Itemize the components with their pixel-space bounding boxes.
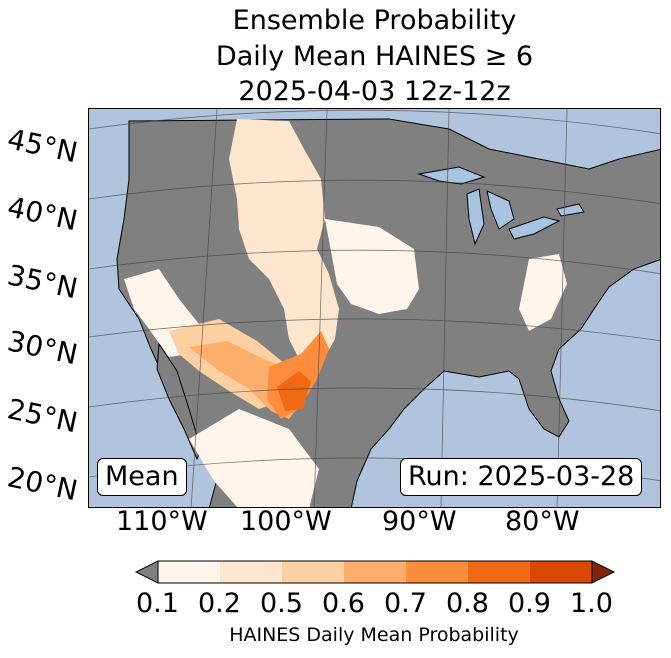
lon-label-90w: 90°W [382, 506, 457, 537]
lon-label-80w: 80°W [505, 506, 580, 537]
map-panel [88, 108, 661, 508]
colorbar-tick-0.6: 0.6 [322, 588, 365, 619]
map-svg [89, 109, 660, 507]
lat-label-30: 30°N [4, 324, 81, 372]
colorbar-bin-4 [344, 561, 406, 583]
great-lakes [417, 166, 585, 246]
title-line-2: Daily Mean HAINES ≥ 6 [215, 41, 534, 72]
colorbar-under-arrow [134, 560, 159, 584]
title-line-3: 2025-04-03 12z-12z [238, 76, 511, 107]
colorbar-tick-0.7: 0.7 [384, 588, 427, 619]
colorbar-tick-0.2: 0.2 [198, 588, 241, 619]
colorbar-tick-0.1: 0.1 [136, 588, 179, 619]
run-label: Run: 2025-03-28 [400, 458, 643, 496]
colorbar-bin-3 [282, 561, 344, 583]
probability-field [124, 119, 567, 507]
colorbar-tick-1.0: 1.0 [570, 588, 613, 619]
lat-label-35: 35°N [4, 258, 81, 306]
colorbar-bin-1 [158, 561, 220, 583]
colorbar-over-arrow [591, 560, 616, 584]
stat-label: Mean [97, 458, 187, 496]
title-line-1: Ensemble Probability [232, 5, 517, 36]
colorbar [134, 560, 616, 584]
lon-label-110w: 110°W [116, 506, 208, 537]
colorbar-tick-0.9: 0.9 [508, 588, 551, 619]
colorbar-bin-5 [406, 561, 468, 583]
lat-label-25: 25°N [4, 392, 81, 440]
colorbar-bin-7 [530, 561, 592, 583]
colorbar-tick-0.5: 0.5 [260, 588, 303, 619]
colorbar-bin-6 [468, 561, 530, 583]
lat-label-20: 20°N [4, 460, 81, 508]
lat-label-45: 45°N [4, 122, 81, 170]
lon-label-100w: 100°W [240, 506, 332, 537]
lat-label-40: 40°N [4, 190, 81, 238]
colorbar-tick-0.8: 0.8 [446, 588, 489, 619]
baja-peninsula [156, 342, 202, 461]
colorbar-label: HAINES Daily Mean Probability [229, 624, 519, 646]
colorbar-bin-2 [220, 561, 282, 583]
